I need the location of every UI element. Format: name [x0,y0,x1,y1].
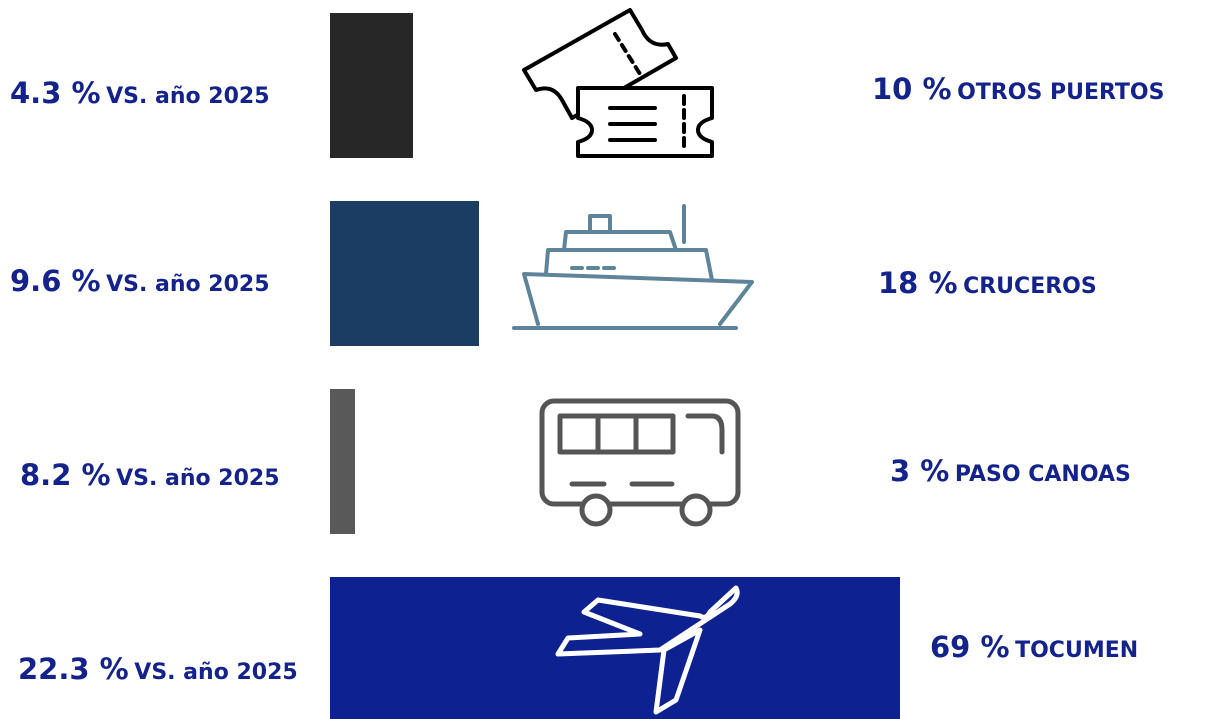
tickets-icon [522,8,714,158]
variation-value: 22.3 % [18,652,129,686]
variation-label-paso-canoas: 8.2 % VS. año 2025 [20,458,280,492]
bar-cruceros [330,201,479,346]
variation-value: 8.2 % [20,458,111,492]
bar-paso-canoas [330,389,355,534]
share-value: 10 % [872,72,952,106]
variation-label-tocumen: 22.3 % VS. año 2025 [18,652,298,686]
variation-label-cruceros: 9.6 % VS. año 2025 [10,264,270,298]
bar-tocumen [330,577,900,719]
variation-suffix: VS. año 2025 [134,660,298,685]
share-label-otros-puertos: 10 % OTROS PUERTOS [872,72,1164,106]
category-label: TOCUMEN [1015,638,1139,663]
share-value: 18 % [878,266,958,300]
category-label: PASO CANOAS [954,462,1131,487]
bus-icon [539,398,741,527]
variation-value: 9.6 % [10,264,101,298]
share-label-tocumen: 69 % TOCUMEN [930,630,1138,664]
share-value: 69 % [930,630,1010,664]
variation-suffix: VS. año 2025 [106,272,270,297]
share-label-cruceros: 18 % CRUCEROS [878,266,1097,300]
bar-otros-puertos [330,13,413,158]
variation-suffix: VS. año 2025 [116,466,280,491]
variation-suffix: VS. año 2025 [106,84,270,109]
cruise-ship-icon [512,204,754,330]
share-label-paso-canoas: 3 % PASO CANOAS [890,454,1131,488]
category-label: OTROS PUERTOS [957,80,1165,105]
category-label: CRUCEROS [963,274,1097,299]
share-value: 3 % [890,454,950,488]
variation-value: 4.3 % [10,76,101,110]
variation-label-otros-puertos: 4.3 % VS. año 2025 [10,76,270,110]
airplane-icon [555,585,740,715]
